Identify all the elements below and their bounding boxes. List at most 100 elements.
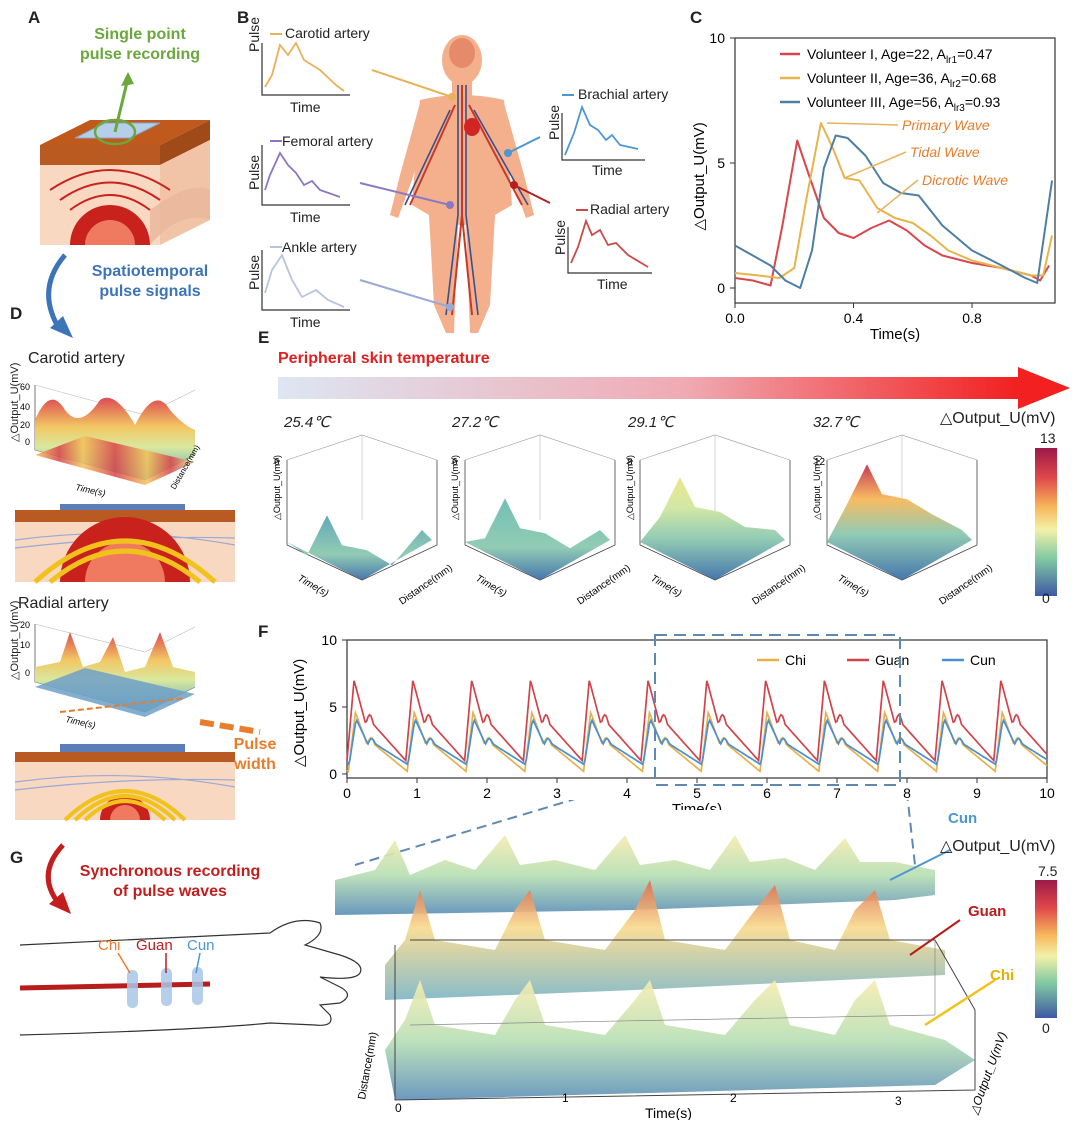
f-xtick-label: 7 [833,785,841,801]
g-xtick-0: 0 [395,1101,402,1115]
e-zaxis-label: △Output_U(mV) [272,455,282,520]
c-plot-frame [734,37,1056,304]
f-xtick-label: 4 [623,785,631,801]
f-legend-label-cun: Cun [970,652,996,668]
femoral-mini-chart [261,140,350,206]
c-legend-label-1: Volunteer I, Age=22, Alr1=0.47 [807,46,993,66]
c-series-line-2 [734,122,1054,279]
svg-text:40: 40 [20,402,30,412]
e-yaxis-label: Distance(mm) [397,563,454,608]
f-xtick-label: 2 [483,785,491,801]
f-legend-label-chi: Chi [785,652,806,668]
c-annotation-3: Dicrotic Wave [922,172,1008,188]
skin-block-illustration [40,72,210,245]
wrist-illustration [20,920,362,1036]
radial-time-axis: Time [597,276,628,292]
c-annotation-line-3 [876,179,919,214]
f-xtick-label: 6 [763,785,771,801]
g-chi-pointer-label: Chi [990,967,1015,984]
c-xtick-label: 0.0 [725,310,745,326]
radial-title: Radial artery [18,595,109,612]
e-3d-plot-4: 12△Output_U(mV) Time(s) Distance(mm) [812,434,995,608]
g-colorbar-label: △Output_U(mV) [940,838,1056,855]
panel-a-title-line1: Single point [94,26,186,43]
temp-3: 29.1℃ [628,414,675,431]
temp-4: 32.7℃ [813,414,860,431]
g-title: Synchronous recording of pulse waves [65,862,275,902]
c-annotation-1: Primary Wave [902,117,990,133]
human-body-figure [390,35,534,333]
g-3d-layered-surfaces: 0 1 2 3 Time(s) Distance(mm) △Output_U(m… [335,800,1009,1120]
d-time-label: Time(s) [75,482,107,498]
radial-3d-surface: 20 10 0 Time(s) [14,620,261,822]
curved-arrow-icon [46,253,73,338]
c-ylabel: △Output_U(mV) [691,122,708,230]
svg-text:20: 20 [20,620,30,630]
g-guan-pointer-label: Guan [968,903,1007,920]
g-xtick-2: 2 [730,1091,737,1105]
g-curved-arrow-icon [45,843,71,914]
c-annotation-line-2 [844,151,907,179]
c-ytick-label: 0 [717,280,725,296]
f-zoom-box [654,634,901,786]
e-yaxis-label: Distance(mm) [937,563,994,608]
svg-text:0: 0 [25,668,30,678]
e-surface [640,477,785,580]
ankle-time-axis: Time [290,314,321,330]
d-carotid-zaxis: △Output_U(mV) [9,362,21,442]
c-ytick-label: 5 [717,155,725,171]
carotid-pulse-axis: Pulse [246,16,262,52]
g-guan-label: Guan [136,937,173,954]
g-cun-label: Cun [187,937,215,954]
e-zaxis-label: △Output_U(mV) [450,455,460,520]
chart-c-volunteer-waveforms: 0 5 10 0.0 0.4 0.8 Time(s) △Output_U(mV) Volunte… [691,30,1056,343]
g-colorbar-max: 7.5 [1038,863,1058,879]
f-xtick-label: 3 [553,785,561,801]
e-zmax-2: 6 [452,457,458,468]
svg-text:10: 10 [20,640,30,650]
c-series-line-1 [734,139,1050,287]
g-title-line1: Synchronous recording [79,863,261,880]
g-xtick-1: 1 [562,1091,569,1105]
d-radial-zaxis: △Output_U(mV) [9,600,21,680]
carotid-title: Carotid artery [28,350,125,367]
brachial-label: Brachial artery [578,86,669,102]
e-colorbar [1035,448,1057,596]
c-legend-label-3: Volunteer III, Age=56, Alr3=0.93 [807,94,1000,114]
femoral-label: Femoral artery [282,133,374,149]
g-chi-label: Chi [98,937,121,954]
e-xaxis-label: Time(s) [836,573,871,599]
femoral-time-axis: Time [290,209,321,225]
carotid-time-axis: Time [290,99,321,115]
f-xtick-label: 8 [903,785,911,801]
radial-pulse-axis: Pulse [552,219,568,255]
f-xtick-label: 1 [413,785,421,801]
panel-label-e: E [258,328,270,347]
g-yaxis-label: Distance(mm) [356,1031,380,1100]
brachial-time-axis: Time [592,162,623,178]
panel-a-arrow-line1: Spatiotemporal [91,263,209,280]
f-series-line-guan [346,680,1048,763]
ankle-label: Ankle artery [282,239,357,255]
f-ytick-label: 5 [329,699,337,715]
c-series-line-3 [734,134,1054,289]
e-zmax-3: 8 [627,457,633,468]
c-ytick-label: 10 [709,30,725,46]
f-ylabel: △Output_U(mV) [291,659,308,767]
f-series-line-cun [346,718,1048,766]
c-xtick-label: 0.8 [962,310,982,326]
e-3d-plot-1: 6△Output_U(mV)Time(s) Distance(mm) [272,434,455,608]
temp-1: 25.4℃ [284,414,331,431]
g-colorbar-min: 0 [1042,1020,1050,1036]
ankle-pulse-axis: Pulse [246,254,262,290]
e-zmax-4: 12 [814,457,826,468]
pulse-width-line1: Pulse [233,736,277,753]
radial-mini-chart [567,209,652,274]
g-title-line2: of pulse waves [113,883,227,900]
radial-label: Radial artery [590,201,670,217]
f-xtick-label: 0 [343,785,351,801]
panel-label-c: C [690,8,703,27]
temp-2: 27.2℃ [452,414,499,431]
pulse-width-line2: width [234,756,276,773]
body-artery-diagram [261,33,652,333]
